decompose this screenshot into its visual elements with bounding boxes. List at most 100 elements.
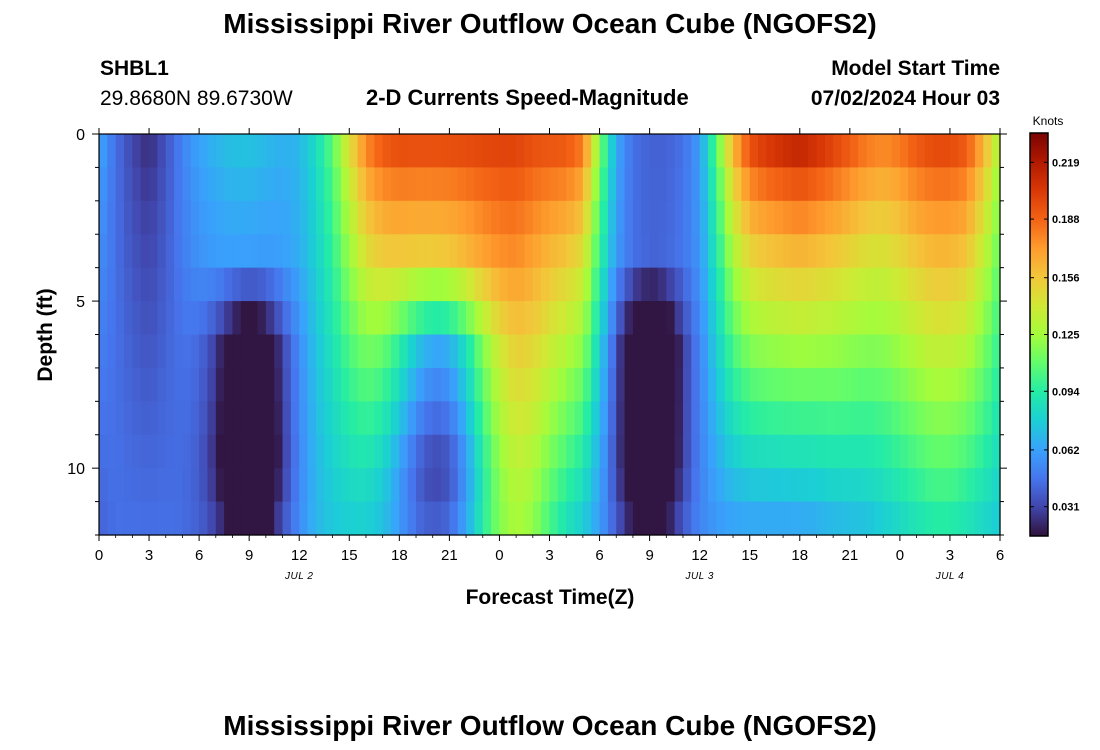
heatmap-cell (841, 367, 851, 402)
heatmap-cell (774, 501, 784, 536)
heatmap-cell (265, 501, 275, 536)
heatmap-cell (399, 301, 409, 336)
heatmap-cell (741, 501, 751, 536)
heatmap-cell (457, 200, 467, 235)
heatmap-cell (799, 434, 809, 469)
heatmap-cell (199, 501, 209, 536)
heatmap-cell (224, 468, 234, 503)
heatmap-cell (708, 468, 717, 503)
heatmap-cell (866, 401, 876, 436)
heatmap-cell (908, 301, 918, 336)
heatmap-cell (808, 401, 818, 436)
heatmap-cell (908, 200, 918, 235)
heatmap-cell (674, 468, 684, 503)
heatmap-cell (257, 367, 267, 402)
heatmap-cell (340, 501, 350, 536)
heatmap-cell (958, 134, 968, 169)
heatmap-cell (390, 167, 400, 202)
heatmap-cell (899, 301, 909, 336)
heatmap-cell (324, 367, 334, 402)
heatmap-cell (224, 200, 234, 235)
heatmap-cell (290, 134, 300, 169)
heatmap-cell (949, 267, 959, 302)
heatmap-cell (516, 434, 526, 469)
heatmap-cell (574, 167, 584, 202)
heatmap-cell (265, 301, 275, 336)
heatmap-cell (549, 234, 559, 269)
heatmap-cell (774, 167, 784, 202)
heatmap-cell (349, 367, 359, 402)
heatmap-cell (532, 367, 542, 402)
heatmap-cell (132, 367, 142, 402)
heatmap-cell (632, 468, 642, 503)
heatmap-cell (949, 334, 959, 369)
heatmap-cell (424, 200, 434, 235)
heatmap-cell (891, 434, 901, 469)
heatmap-cell (991, 167, 1001, 202)
heatmap-cell (174, 267, 184, 302)
heatmap-cell (416, 301, 425, 336)
heatmap-cell (649, 401, 659, 436)
heatmap-cell (824, 301, 834, 336)
heatmap-cell (215, 134, 225, 169)
heatmap-cell (132, 234, 142, 269)
heatmap-cell (799, 334, 809, 369)
heatmap-cell (174, 334, 184, 369)
heatmap-cell (207, 434, 217, 469)
heatmap-cell (758, 167, 767, 202)
heatmap-cell (733, 501, 742, 536)
heatmap-cell (591, 234, 601, 269)
heatmap-cell (332, 501, 342, 536)
heatmap-cell (657, 334, 667, 369)
heatmap-cell (424, 401, 434, 436)
heatmap-cell (749, 200, 759, 235)
heatmap-cell (916, 401, 926, 436)
heatmap-cell (624, 134, 634, 169)
heatmap-cell (165, 434, 175, 469)
heatmap-cell (340, 200, 350, 235)
station-coordinates: 29.8680N 89.6730W (100, 87, 293, 110)
heatmap-cell (791, 267, 801, 302)
heatmap-cell (791, 234, 801, 269)
heatmap-cell (232, 234, 242, 269)
heatmap-cell (758, 434, 767, 469)
heatmap-cell (132, 301, 142, 336)
heatmap-cell (824, 334, 834, 369)
heatmap-cell (557, 167, 567, 202)
heatmap-cell (733, 167, 742, 202)
heatmap-cell (482, 267, 492, 302)
heatmap-cell (349, 334, 359, 369)
heatmap-cell (299, 401, 309, 436)
heatmap-cell (632, 401, 642, 436)
heatmap-cell (491, 367, 501, 402)
heatmap-cell (190, 167, 200, 202)
heatmap-cell (649, 134, 659, 169)
heatmap-cell (482, 167, 492, 202)
heatmap-cell (182, 234, 192, 269)
heatmap-cell (349, 501, 359, 536)
heatmap-cell (582, 200, 592, 235)
heatmap-cell (733, 234, 742, 269)
heatmap-cell (215, 501, 225, 536)
heatmap-cell (841, 267, 851, 302)
heatmap-cell (174, 401, 184, 436)
heatmap-cell (607, 434, 617, 469)
y-tick-label: 0 (76, 127, 85, 144)
heatmap-cell (616, 401, 626, 436)
heatmap-cell (657, 434, 667, 469)
heatmap-cell (157, 401, 167, 436)
heatmap-cell (966, 434, 976, 469)
heatmap-cell (966, 200, 976, 235)
heatmap-cell (315, 434, 325, 469)
heatmap-cell (833, 434, 843, 469)
heatmap-cell (99, 200, 108, 235)
heatmap-cell (808, 134, 818, 169)
heatmap-cell (933, 200, 943, 235)
heatmap-cell (607, 167, 617, 202)
heatmap-cell (407, 501, 417, 536)
heatmap-cell (499, 301, 509, 336)
heatmap-cell (174, 301, 184, 336)
x-tick-label: 3 (145, 547, 153, 564)
heatmap-cell (616, 200, 626, 235)
heatmap-cell (457, 367, 467, 402)
